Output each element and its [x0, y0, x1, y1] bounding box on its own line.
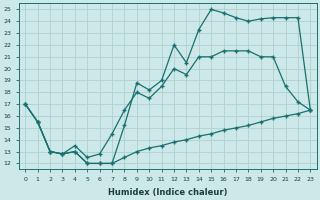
- X-axis label: Humidex (Indice chaleur): Humidex (Indice chaleur): [108, 188, 228, 197]
